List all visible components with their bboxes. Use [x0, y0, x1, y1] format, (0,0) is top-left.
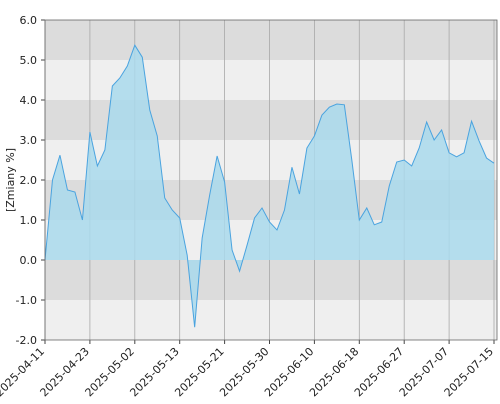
y-tick-label: 1.0 [20, 214, 38, 227]
y-tick-label: 6.0 [20, 14, 38, 27]
y-tick-label: 4.0 [20, 94, 38, 107]
grid-band [45, 300, 497, 340]
grid-band [45, 260, 497, 300]
y-tick-label: 2.0 [20, 174, 38, 187]
y-tick-label: 3.0 [20, 134, 38, 147]
y-tick-label: 5.0 [20, 54, 38, 67]
area-fill [45, 45, 494, 328]
area-line [44, 44, 495, 328]
y-tick-label: 0.0 [20, 254, 38, 267]
grid-band [45, 20, 497, 60]
y-axis-label: [Zmiany %] [4, 148, 17, 212]
y-tick-label: -1.0 [16, 294, 37, 307]
y-tick-label: -2.0 [16, 334, 37, 347]
plot-frame [44, 19, 498, 341]
